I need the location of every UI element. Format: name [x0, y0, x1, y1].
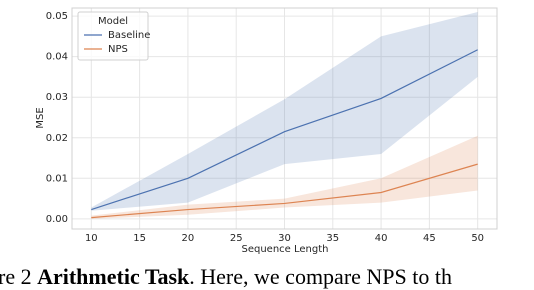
caption-rest: . Here, we compare NPS to th [189, 264, 452, 289]
y-tick-label: 0.02 [46, 133, 68, 144]
y-tick-label: 0.05 [46, 11, 68, 22]
y-tick-label: 0.04 [46, 52, 68, 63]
line [91, 49, 478, 211]
plot-frame [71, 7, 498, 230]
x-tick-label: 10 [85, 233, 98, 244]
legend-label: NPS [108, 44, 128, 55]
y-tick-label: 0.00 [46, 214, 68, 225]
x-tick-label: 50 [471, 233, 484, 244]
confidence-band [91, 12, 478, 211]
legend-title: Model [98, 16, 128, 27]
y-axis-label: MSE [35, 107, 46, 128]
caption-start: re 2 [0, 264, 37, 289]
x-tick-label: 20 [182, 233, 195, 244]
caption-bold: Arithmetic Task [37, 264, 190, 289]
y-tick-label: 0.03 [46, 92, 68, 103]
x-tick-label: 15 [133, 233, 146, 244]
x-axis-label: Sequence Length [242, 244, 329, 255]
legend-label: Baseline [108, 30, 150, 41]
x-tick-label: 40 [375, 233, 388, 244]
x-tick-label: 35 [326, 233, 339, 244]
x-tick-label: 45 [423, 233, 436, 244]
y-tick-label: 0.01 [46, 173, 68, 184]
confidence-band [91, 135, 478, 219]
caption: re 2 Arithmetic Task. Here, we compare N… [0, 264, 452, 289]
x-tick-label: 25 [230, 233, 243, 244]
x-tick-label: 30 [278, 233, 291, 244]
line [91, 163, 478, 219]
legend-box [77, 11, 149, 61]
